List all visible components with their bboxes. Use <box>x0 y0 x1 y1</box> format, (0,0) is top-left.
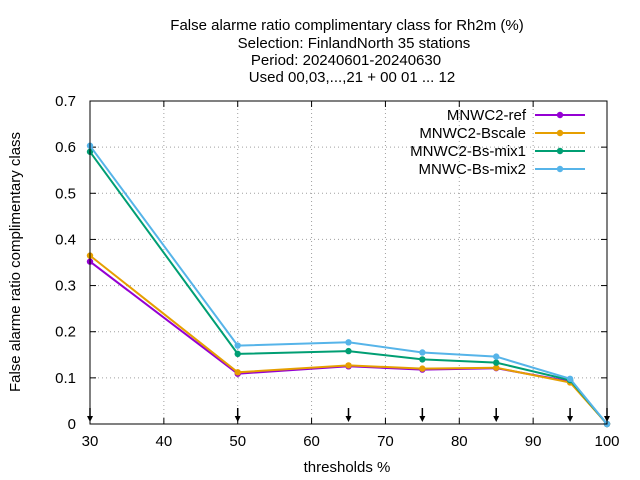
series-point <box>566 375 574 382</box>
legend-swatch-point <box>556 165 564 173</box>
x-tick-label: 70 <box>377 433 394 450</box>
x-tick-label: 50 <box>229 433 246 450</box>
x-tick-label: 60 <box>303 433 320 450</box>
series-point <box>234 369 241 376</box>
series-line <box>89 151 608 425</box>
series-point <box>234 342 241 349</box>
series-point <box>493 364 500 371</box>
title-line-4: Used 00,03,...,21 + 00 01 ... 12 <box>249 69 455 86</box>
title-line-2: Selection: FinlandNorth 35 stations <box>238 35 471 52</box>
plot-frame <box>89 100 608 425</box>
y-tick-label: 0.6 <box>55 139 76 156</box>
series-point <box>493 353 500 360</box>
x-tick-labels: 30 40 50 60 70 80 90 100 <box>82 433 620 450</box>
series-point <box>419 365 426 372</box>
series-point <box>419 349 426 356</box>
series-point <box>493 359 500 366</box>
threshold-marker-head <box>345 416 352 422</box>
y-tick-label: 0.1 <box>55 370 76 387</box>
y-tick-label: 0 <box>68 416 76 433</box>
legend-label: MNWC2-Bs-mix1 <box>410 143 526 160</box>
y-tick-labels: 0 0.1 0.2 0.3 0.4 0.5 0.6 0.7 <box>55 93 76 433</box>
title-line-1: False alarme ratio complimentary class f… <box>170 17 523 34</box>
threshold-markers <box>87 408 610 422</box>
y-axis-label: False alarme ratio complimentary class <box>7 132 24 392</box>
threshold-marker-head <box>419 416 426 422</box>
y-tick-label: 0.2 <box>55 324 76 341</box>
series-point <box>345 339 352 346</box>
title-line-3: Period: 20240601-20240630 <box>251 52 441 69</box>
series-line <box>89 145 608 425</box>
series-point <box>419 356 426 363</box>
threshold-marker-head <box>567 416 574 422</box>
x-tick-label: 30 <box>82 433 99 450</box>
grid <box>90 101 607 424</box>
legend-label: MNWC-Bs-mix2 <box>419 161 526 178</box>
legend-label: MNWC2-Bscale <box>419 125 526 142</box>
threshold-marker-head <box>493 416 500 422</box>
legend-swatch-point <box>556 129 564 137</box>
legend: MNWC2-refMNWC2-BscaleMNWC2-Bs-mix1MNWC-B… <box>410 107 585 178</box>
y-tick-label: 0.5 <box>55 185 76 202</box>
series-point <box>345 362 352 369</box>
x-tick-label: 100 <box>594 433 619 450</box>
y-tick-label: 0.4 <box>55 231 76 248</box>
threshold-marker-head <box>234 416 241 422</box>
y-tick-label: 0.3 <box>55 278 76 295</box>
legend-label: MNWC2-ref <box>447 107 527 124</box>
series-point <box>234 350 241 358</box>
x-tick-label: 40 <box>156 433 173 450</box>
legend-swatch-point <box>556 111 564 119</box>
series-lines <box>86 142 611 428</box>
y-tick-label: 0.7 <box>55 93 76 110</box>
x-axis-label: thresholds % <box>304 459 391 476</box>
axis-ticks <box>89 100 608 425</box>
x-tick-label: 90 <box>525 433 542 450</box>
series-point <box>345 347 352 355</box>
legend-swatch-point <box>556 147 564 155</box>
x-tick-label: 80 <box>451 433 468 450</box>
chart-title: False alarme ratio complimentary class f… <box>170 17 523 86</box>
